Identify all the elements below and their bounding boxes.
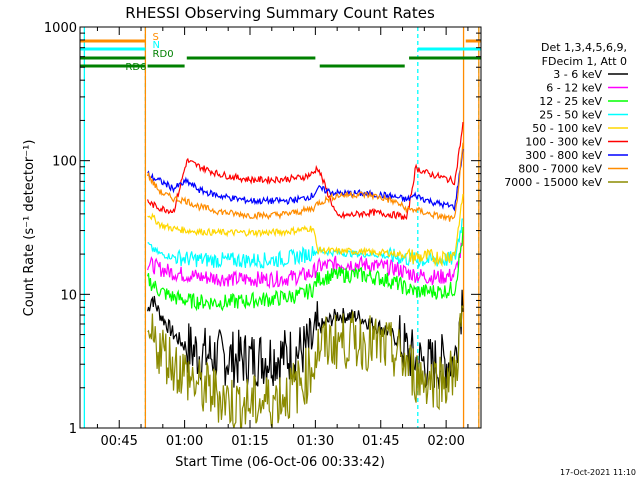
series-line-5 bbox=[147, 122, 464, 221]
x-axis-label: Start Time (06-Oct-06 00:33:42) bbox=[175, 455, 385, 470]
y-axis-label: Count Rate (s⁻¹ detector⁻¹) bbox=[22, 140, 37, 317]
legend-entry-label: 3 - 6 keV bbox=[553, 68, 602, 81]
footer-timestamp: 17-Oct-2021 11:10 bbox=[560, 468, 636, 477]
flag-label-rd6: RD6 bbox=[125, 62, 146, 73]
legend-entry-label: 12 - 25 keV bbox=[539, 95, 602, 108]
legend-entry-label: 6 - 12 keV bbox=[546, 82, 602, 95]
flag-label-s: S bbox=[153, 32, 159, 43]
legend-entry-label: 50 - 100 keV bbox=[532, 122, 602, 135]
x-tick-label: 01:00 bbox=[166, 434, 203, 449]
y-tick-label: 1 bbox=[69, 422, 77, 437]
x-tick-label: 01:45 bbox=[362, 434, 399, 449]
x-tick-label: 02:00 bbox=[427, 434, 464, 449]
plot-frame bbox=[79, 26, 482, 429]
series-line-1 bbox=[147, 235, 464, 290]
legend-entry-label: 100 - 300 keV bbox=[525, 136, 602, 149]
legend-entry-label: 800 - 7000 keV bbox=[518, 163, 602, 176]
series-line-2 bbox=[147, 226, 464, 312]
y-tick-label: 10 bbox=[60, 288, 77, 303]
legend-entry-label: 25 - 50 keV bbox=[539, 109, 602, 122]
y-tick-label: 1000 bbox=[44, 21, 77, 36]
series-line-6 bbox=[147, 149, 464, 212]
series-line-7 bbox=[147, 142, 464, 222]
legend-entry-label: 300 - 800 keV bbox=[525, 149, 602, 162]
series-line-3 bbox=[147, 218, 463, 269]
legend-header: Det 1,3,4,5,6,9, bbox=[541, 41, 627, 54]
x-tick-label: 01:30 bbox=[297, 434, 334, 449]
series-line-8 bbox=[147, 305, 464, 429]
y-tick-label: 100 bbox=[52, 155, 77, 170]
legend-header: FDecim 1, Att 0 bbox=[542, 55, 627, 68]
flag-label-rd0: RD0 bbox=[153, 49, 174, 60]
legend-entry-label: 7000 - 15000 keV bbox=[504, 176, 602, 189]
flag-label-n: N bbox=[153, 40, 160, 51]
series-line-4 bbox=[147, 193, 464, 268]
x-tick-label: 00:45 bbox=[100, 434, 137, 449]
x-tick-label: 01:15 bbox=[231, 434, 268, 449]
chart-title: RHESSI Observing Summary Count Rates bbox=[125, 4, 435, 22]
